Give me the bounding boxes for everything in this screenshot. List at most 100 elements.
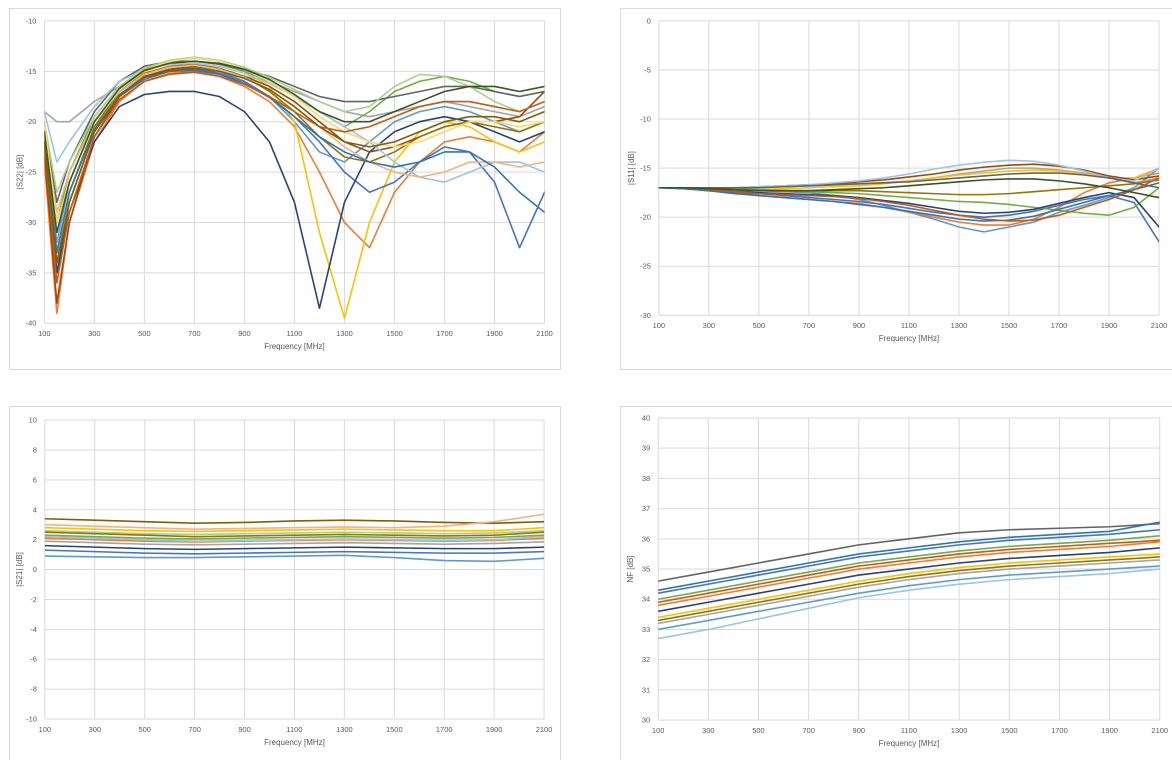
x-tick-label: 900 bbox=[853, 321, 865, 330]
y-tick-label: -10 bbox=[26, 714, 37, 723]
series-line-16 bbox=[44, 60, 545, 234]
series-line-1 bbox=[44, 70, 545, 314]
x-axis-label: Frequency [MHz] bbox=[264, 342, 324, 351]
s22-chart-panel: 100 300 500 700 900 1100 1300 1500 1700 1900 2100 -… bbox=[9, 8, 561, 370]
x-tick-label: 900 bbox=[853, 726, 865, 735]
series-line-10 bbox=[44, 62, 545, 183]
y-tick-label: 36 bbox=[642, 534, 650, 543]
x-tick-label: 100 bbox=[39, 725, 51, 734]
y-tick-label: -15 bbox=[640, 164, 651, 173]
x-tick-label: 1700 bbox=[436, 329, 453, 338]
x-tick-label: 1300 bbox=[336, 725, 353, 734]
s11-chart-panel: 100 300 500 700 900 1100 1300 1500 1700 1900 2100 0… bbox=[620, 8, 1172, 370]
y-tick-label: 2 bbox=[33, 535, 37, 544]
x-tick-label: 300 bbox=[702, 726, 714, 735]
series-line-15 bbox=[44, 71, 545, 284]
x-tick-label: 1100 bbox=[286, 725, 302, 734]
gridlines bbox=[658, 20, 1160, 316]
x-tick-label: 1100 bbox=[901, 726, 917, 735]
x-tick-label: 500 bbox=[138, 329, 150, 338]
series-line-17 bbox=[44, 67, 545, 264]
y-tick-label: 31 bbox=[642, 685, 650, 694]
s22-chart: 100 300 500 700 900 1100 1300 1500 1700 1900 2100 -… bbox=[15, 16, 552, 351]
s21-chart: 100 300 500 700 900 1100 1300 1500 1700 1900 21001… bbox=[15, 416, 553, 747]
series-line-4 bbox=[44, 534, 545, 540]
x-tick-label: 300 bbox=[89, 725, 101, 734]
series-line-5 bbox=[658, 553, 1160, 619]
series-line-9 bbox=[44, 554, 545, 563]
x-tick-label: 900 bbox=[238, 329, 250, 338]
x-tick-label: 300 bbox=[88, 329, 100, 338]
x-tick-label: 1100 bbox=[286, 329, 302, 338]
y-tick-label: 40 bbox=[642, 413, 650, 422]
y-tick-label: 10 bbox=[29, 416, 37, 425]
series-line-4 bbox=[658, 547, 1160, 613]
y-tick-label: 39 bbox=[642, 444, 650, 453]
series-line-8 bbox=[44, 549, 545, 555]
series-line-3 bbox=[658, 541, 1160, 607]
y-tick-label: -10 bbox=[26, 16, 37, 25]
x-tick-label: 1700 bbox=[1051, 321, 1068, 330]
series-line-7 bbox=[658, 565, 1160, 631]
y-tick-label: 0 bbox=[33, 565, 37, 574]
x-tick-label: 700 bbox=[802, 726, 814, 735]
y-tick-label: -25 bbox=[26, 168, 37, 177]
y-tick-label: -4 bbox=[30, 625, 37, 634]
y-tick-label: 30 bbox=[642, 716, 650, 725]
y-tick-label: -6 bbox=[30, 655, 37, 664]
series-group bbox=[658, 159, 1160, 243]
series-line-13 bbox=[658, 178, 1160, 199]
series-line-8 bbox=[44, 60, 545, 204]
series-line-10 bbox=[658, 556, 1160, 622]
y-tick-label: 0 bbox=[647, 16, 651, 25]
x-tick-label: 1900 bbox=[486, 725, 503, 734]
y-tick-label: 33 bbox=[642, 625, 650, 634]
series-line-0 bbox=[658, 522, 1160, 582]
x-tick-label: 700 bbox=[188, 329, 200, 338]
y-tick-label: 37 bbox=[642, 504, 650, 513]
y-tick-label: -20 bbox=[26, 117, 37, 126]
series-line-14 bbox=[44, 69, 545, 254]
y-tick-label: -30 bbox=[640, 311, 651, 320]
nf-chart: 100 300 500 700 900 1100 1300 1500 1700 1900 2100 4… bbox=[626, 413, 1168, 748]
y-tick-label: 35 bbox=[642, 565, 650, 574]
x-tick-label: 1500 bbox=[386, 725, 403, 734]
x-tick-label: 300 bbox=[703, 321, 715, 330]
x-tick-label: 1900 bbox=[1101, 726, 1118, 735]
series-line-10 bbox=[658, 182, 1160, 222]
series-line-6 bbox=[658, 559, 1160, 625]
gridlines bbox=[44, 419, 545, 720]
x-tick-label: 700 bbox=[188, 725, 200, 734]
y-tick-label: 4 bbox=[33, 505, 37, 514]
series-line-1 bbox=[44, 513, 545, 530]
series-line-5 bbox=[658, 186, 1160, 217]
series-line-10 bbox=[44, 535, 545, 542]
series-line-2 bbox=[658, 535, 1160, 601]
x-tick-label: 1700 bbox=[1051, 726, 1068, 735]
x-tick-label: 700 bbox=[803, 321, 815, 330]
series-line-11 bbox=[658, 172, 1160, 189]
y-tick-label: -2 bbox=[30, 595, 37, 604]
y-tick-label: -5 bbox=[644, 65, 651, 74]
x-tick-label: 1300 bbox=[951, 321, 968, 330]
x-tick-label: 100 bbox=[652, 726, 664, 735]
series-group bbox=[658, 521, 1160, 640]
x-tick-label: 500 bbox=[138, 725, 150, 734]
x-tick-label: 2100 bbox=[1151, 726, 1168, 735]
x-axis-label: Frequency [MHz] bbox=[879, 334, 939, 343]
x-tick-label: 2100 bbox=[1151, 321, 1168, 330]
y-tick-label: -30 bbox=[26, 218, 37, 227]
x-tick-label: 1500 bbox=[386, 329, 403, 338]
series-line-1 bbox=[658, 528, 1160, 595]
x-axis-label: Frequency [MHz] bbox=[879, 739, 940, 748]
y-tick-label: 34 bbox=[642, 595, 650, 604]
x-tick-label: 1700 bbox=[436, 725, 453, 734]
x-tick-label: 2100 bbox=[536, 725, 553, 734]
x-tick-label: 1900 bbox=[1101, 321, 1118, 330]
s21-chart-panel: 100 300 500 700 900 1100 1300 1500 1700 1900 2100 1… bbox=[9, 406, 561, 760]
y-tick-label: -40 bbox=[26, 319, 37, 328]
series-line-2 bbox=[44, 526, 545, 533]
y-tick-label: 38 bbox=[642, 474, 650, 483]
series-line-8 bbox=[658, 568, 1160, 640]
series-line-0 bbox=[44, 517, 545, 525]
